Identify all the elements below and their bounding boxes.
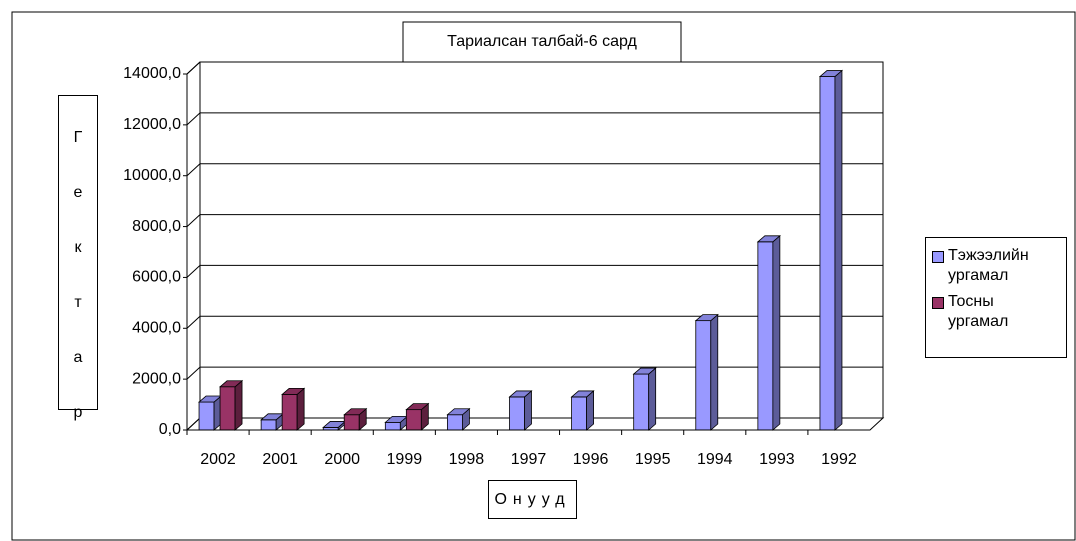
y-tick-label: 12000,0	[123, 116, 181, 133]
bar-side	[586, 390, 594, 431]
x-tick-label: 1998	[449, 451, 485, 468]
grid-line	[186, 315, 883, 329]
y-tick-label: 0,0	[159, 421, 181, 438]
y-tick-label: 8000,0	[132, 218, 181, 235]
y-axis-label: Гектар	[73, 129, 83, 421]
grid-line	[186, 163, 883, 177]
legend-swatch	[932, 251, 944, 263]
y-tick-label: 6000,0	[132, 269, 181, 286]
bar-top	[632, 367, 657, 375]
grid-line	[186, 61, 883, 75]
chart-title: Тариалсан талбай-6 сард	[447, 33, 637, 50]
bar-front	[405, 409, 422, 431]
bar	[218, 379, 244, 431]
bar-top	[218, 380, 244, 388]
bar-top	[281, 387, 306, 395]
bar-side	[648, 367, 657, 431]
grid-line	[186, 214, 883, 227]
bar-front	[198, 401, 215, 431]
grid-line	[186, 264, 883, 278]
bar	[508, 390, 533, 431]
bar-front	[260, 419, 277, 431]
bar-top	[694, 314, 719, 322]
bar-top	[405, 403, 430, 411]
bar	[446, 407, 471, 431]
x-tick-label: 1994	[697, 451, 733, 468]
bar-side	[296, 387, 305, 431]
bar-front	[384, 421, 401, 431]
bar-side	[524, 390, 532, 431]
bar-front	[343, 414, 360, 431]
frame	[11, 11, 1076, 541]
bar-side	[234, 379, 243, 431]
y-axis-label-box: Гектар	[58, 95, 98, 421]
bar-side	[834, 69, 843, 431]
x-tick-label: 1996	[573, 451, 609, 468]
bar	[281, 387, 306, 431]
x-tick-label: 1999	[387, 451, 423, 468]
bar-front	[819, 76, 836, 431]
bar	[197, 395, 223, 431]
bar-front	[757, 241, 774, 431]
legend: Тэжээлийн ургамал Тосны ургамал	[925, 237, 1067, 358]
grid-line	[186, 366, 883, 380]
legend-label: Тосны ургамал	[948, 293, 1009, 330]
bar-side	[710, 313, 719, 431]
x-axis-label: Онууд	[488, 480, 577, 519]
bar-front	[447, 414, 463, 431]
bar-top	[756, 235, 781, 243]
legend-item: Тэжээлийн ургамал	[932, 246, 1060, 286]
y-tick-label: 4000,0	[132, 320, 181, 337]
x-tick-label: 2000	[324, 451, 360, 468]
bar-top	[446, 408, 471, 416]
legend-label: Тэжээлийн ургамал	[948, 247, 1029, 284]
bar-front	[571, 396, 587, 431]
bar-top	[818, 70, 844, 77]
y-tick-label: 2000,0	[132, 370, 181, 387]
bar-top	[343, 408, 368, 416]
x-tick-label: 1992	[821, 451, 857, 468]
x-tick-label: 1997	[511, 451, 547, 468]
bar-front	[281, 393, 298, 431]
y-tick-label: 10000,0	[123, 167, 181, 184]
bar	[694, 313, 719, 431]
back-wall	[199, 61, 884, 419]
bar-top	[570, 390, 595, 398]
y-tick-label: 14000,0	[123, 65, 181, 82]
bar	[632, 367, 657, 431]
x-tick-label: 2001	[262, 451, 298, 468]
bar	[405, 402, 430, 431]
bar	[570, 390, 595, 431]
bar	[343, 407, 368, 431]
x-tick-label: 2002	[200, 451, 236, 468]
bar-top	[508, 390, 533, 398]
grid-line	[186, 112, 883, 126]
bar	[756, 234, 781, 431]
legend-item: Тосны ургамал	[932, 292, 1060, 332]
bar-front	[509, 396, 525, 431]
x-tick-label: 1995	[635, 451, 671, 468]
legend-swatch	[932, 297, 944, 309]
bar-side	[772, 234, 781, 431]
bar-front	[633, 373, 650, 431]
bar-front	[219, 386, 236, 431]
bar	[818, 69, 844, 431]
bar-front	[695, 320, 712, 431]
x-tick-label: 1993	[759, 451, 795, 468]
